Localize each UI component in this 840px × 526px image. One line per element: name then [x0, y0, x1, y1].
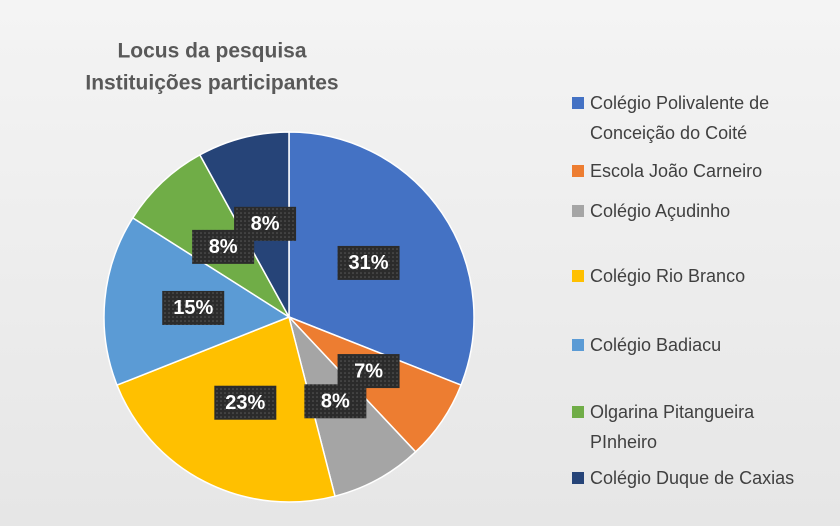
data-label: 8%	[321, 391, 350, 413]
data-label: 8%	[251, 213, 280, 235]
data-label: 31%	[349, 252, 389, 274]
legend-swatch	[572, 270, 584, 282]
data-label-box	[304, 384, 367, 419]
data-label: 8%	[209, 236, 238, 258]
legend-label: Colégio Rio Branco	[590, 266, 746, 286]
legend-label: Colégio Badiacu	[590, 335, 722, 355]
data-label: 15%	[173, 297, 213, 319]
legend-label: Colégio Polivalente de Conceição do Coit…	[590, 93, 770, 143]
legend-label: Colégio Açudinho	[590, 201, 731, 221]
legend-item: Colégio Badiacu	[572, 330, 822, 360]
data-label-box	[162, 290, 225, 325]
legend-label: Escola João Carneiro	[590, 161, 763, 181]
data-label-box	[337, 245, 400, 280]
legend-swatch	[572, 165, 584, 177]
legend-swatch	[572, 472, 584, 484]
chart-title: Locus da pesquisa	[117, 40, 306, 63]
legend-swatch	[572, 339, 584, 351]
legend-swatch	[572, 205, 584, 217]
legend-swatch	[572, 97, 584, 109]
legend-item: Colégio Açudinho	[572, 196, 822, 226]
legend-label: Colégio Duque de Caxias	[590, 468, 795, 488]
chart-subtitle: Instituições participantes	[85, 72, 338, 95]
data-label-box	[234, 206, 297, 241]
data-label: 23%	[225, 392, 265, 414]
legend-item: Colégio Rio Branco	[572, 261, 822, 291]
legend-item: Escola João Carneiro	[572, 156, 822, 186]
data-label-box	[214, 385, 277, 420]
legend-item: Olgarina Pitangueira PInheiro	[572, 397, 822, 457]
legend-item: Colégio Duque de Caxias	[572, 463, 822, 493]
legend-swatch	[572, 406, 584, 418]
legend-item: Colégio Polivalente de Conceição do Coit…	[572, 88, 822, 148]
legend-label: Olgarina Pitangueira PInheiro	[590, 402, 755, 452]
data-label: 7%	[354, 360, 383, 382]
data-label-box	[337, 354, 400, 389]
